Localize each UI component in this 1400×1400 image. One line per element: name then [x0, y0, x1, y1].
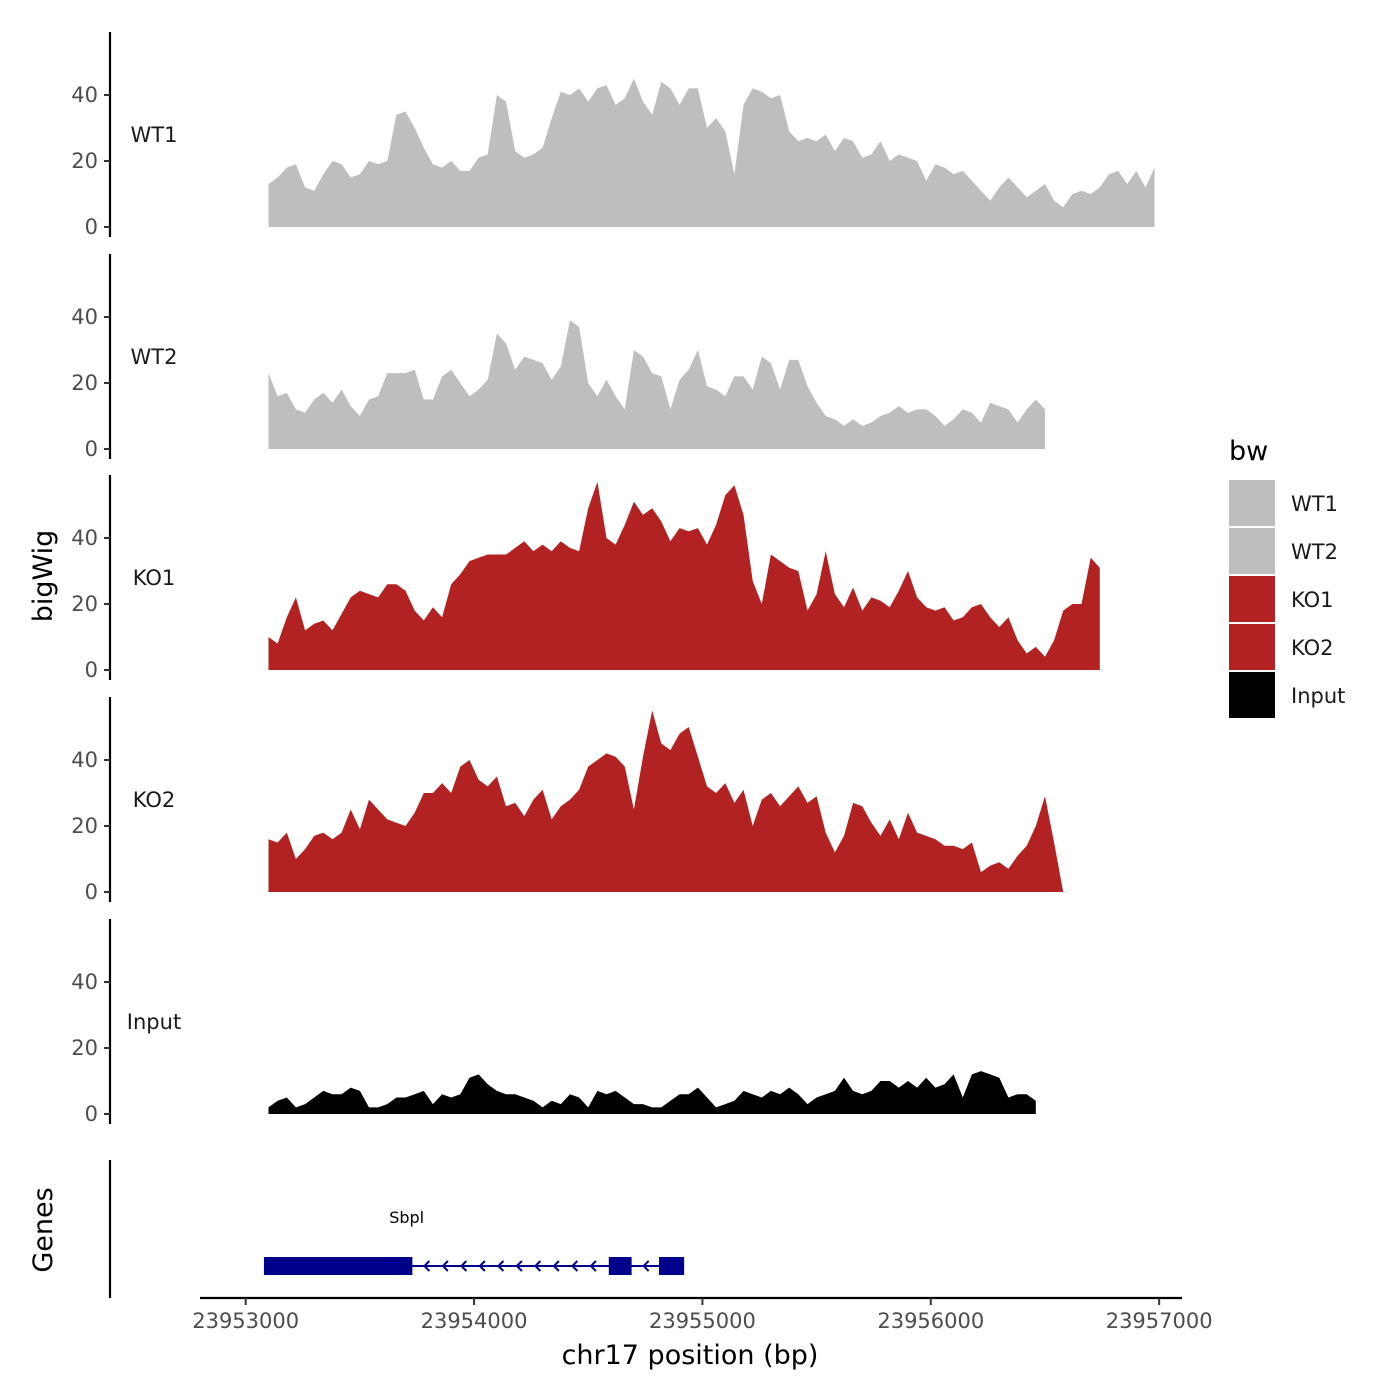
- gene-exon: [608, 1257, 632, 1275]
- y-tick-label: 20: [71, 592, 98, 616]
- x-tick-label: 23954000: [421, 1309, 528, 1333]
- legend-key-ko2: [1229, 624, 1275, 670]
- y-tick-label: 40: [71, 83, 98, 107]
- track-wt1: 0 20 40 WT1: [71, 32, 1155, 239]
- gene-track: Sbpl: [108, 1160, 685, 1298]
- strand-arrow: [570, 1260, 579, 1272]
- x-tick-label: 23957000: [1106, 1309, 1213, 1333]
- y-tick-label: 20: [71, 371, 98, 395]
- strand-arrow: [496, 1260, 505, 1272]
- track-input: 0 20 40 Input: [71, 919, 1036, 1126]
- area-ko1: [268, 481, 1100, 670]
- x-tick-label: 23953000: [192, 1309, 299, 1333]
- signal-tracks: 0 20 40 WT1 0 20 40 WT2 0 20 40 KO1 0 20 40 KO2 0 20 40 Inp…: [71, 32, 1155, 1126]
- y-axis-title: bigWig: [28, 530, 59, 623]
- strand-arrow: [478, 1260, 486, 1272]
- gene-exon: [263, 1257, 413, 1275]
- y-tick-label: 20: [71, 1036, 98, 1060]
- strand-arrow: [533, 1260, 542, 1272]
- legend-label-input: Input: [1291, 684, 1345, 708]
- gene-exon: [659, 1257, 685, 1275]
- y-tick-label: 40: [71, 526, 98, 550]
- gene-sbpl: Sbpl: [263, 1208, 685, 1275]
- legend-label-wt1: WT1: [1291, 492, 1338, 516]
- legend-key-wt2: [1229, 528, 1275, 574]
- legend-key-ko1: [1229, 576, 1275, 622]
- strand-arrow: [422, 1260, 431, 1272]
- legend-key-input: [1229, 672, 1275, 718]
- x-tick-label: 23956000: [877, 1309, 984, 1333]
- y-tick-label: 0: [85, 437, 98, 461]
- y-tick-label: 0: [85, 658, 98, 682]
- y-tick-label: 0: [85, 1102, 98, 1126]
- legend-label-ko1: KO1: [1291, 588, 1334, 612]
- strand-arrow: [459, 1260, 468, 1272]
- track-label-wt2: WT2: [131, 345, 178, 369]
- y-tick-label: 40: [71, 305, 98, 329]
- area-wt1: [268, 78, 1155, 227]
- track-label-input: Input: [127, 1010, 181, 1034]
- y-tick-label: 40: [71, 748, 98, 772]
- track-ko2: 0 20 40 KO2: [71, 697, 1064, 904]
- legend: bw WT1 WT2 KO1 KO2 Input: [1229, 436, 1345, 718]
- y-tick-label: 20: [71, 149, 98, 173]
- legend-key-wt1: [1229, 480, 1275, 526]
- track-label-ko1: KO1: [133, 566, 176, 590]
- genes-track-title: Genes: [28, 1187, 59, 1272]
- y-tick-label: 0: [85, 880, 98, 904]
- legend-label-ko2: KO2: [1291, 636, 1334, 660]
- strand-arrow: [515, 1260, 523, 1272]
- legend-title: bw: [1229, 436, 1268, 467]
- gene-name-label: Sbpl: [389, 1208, 424, 1227]
- y-tick-label: 20: [71, 814, 98, 838]
- strand-arrow: [441, 1260, 449, 1272]
- strand-arrow: [642, 1260, 650, 1272]
- y-tick-label: 40: [71, 970, 98, 994]
- x-tick-label: 23955000: [649, 1309, 756, 1333]
- track-label-wt1: WT1: [131, 123, 178, 147]
- x-axis-title: chr17 position (bp): [562, 1340, 819, 1371]
- track-label-ko2: KO2: [133, 788, 176, 812]
- strand-arrow: [552, 1260, 560, 1272]
- track-wt2: 0 20 40 WT2: [71, 254, 1045, 461]
- x-axis: 23953000 23954000 23955000 23956000 23957000: [192, 1296, 1213, 1333]
- area-input: [268, 1071, 1036, 1114]
- y-tick-label: 0: [85, 215, 98, 239]
- track-ko1: 0 20 40 KO1: [71, 475, 1100, 682]
- strand-arrow: [589, 1260, 597, 1272]
- legend-label-wt2: WT2: [1291, 540, 1338, 564]
- area-ko2: [268, 710, 1064, 892]
- area-wt2: [268, 320, 1045, 449]
